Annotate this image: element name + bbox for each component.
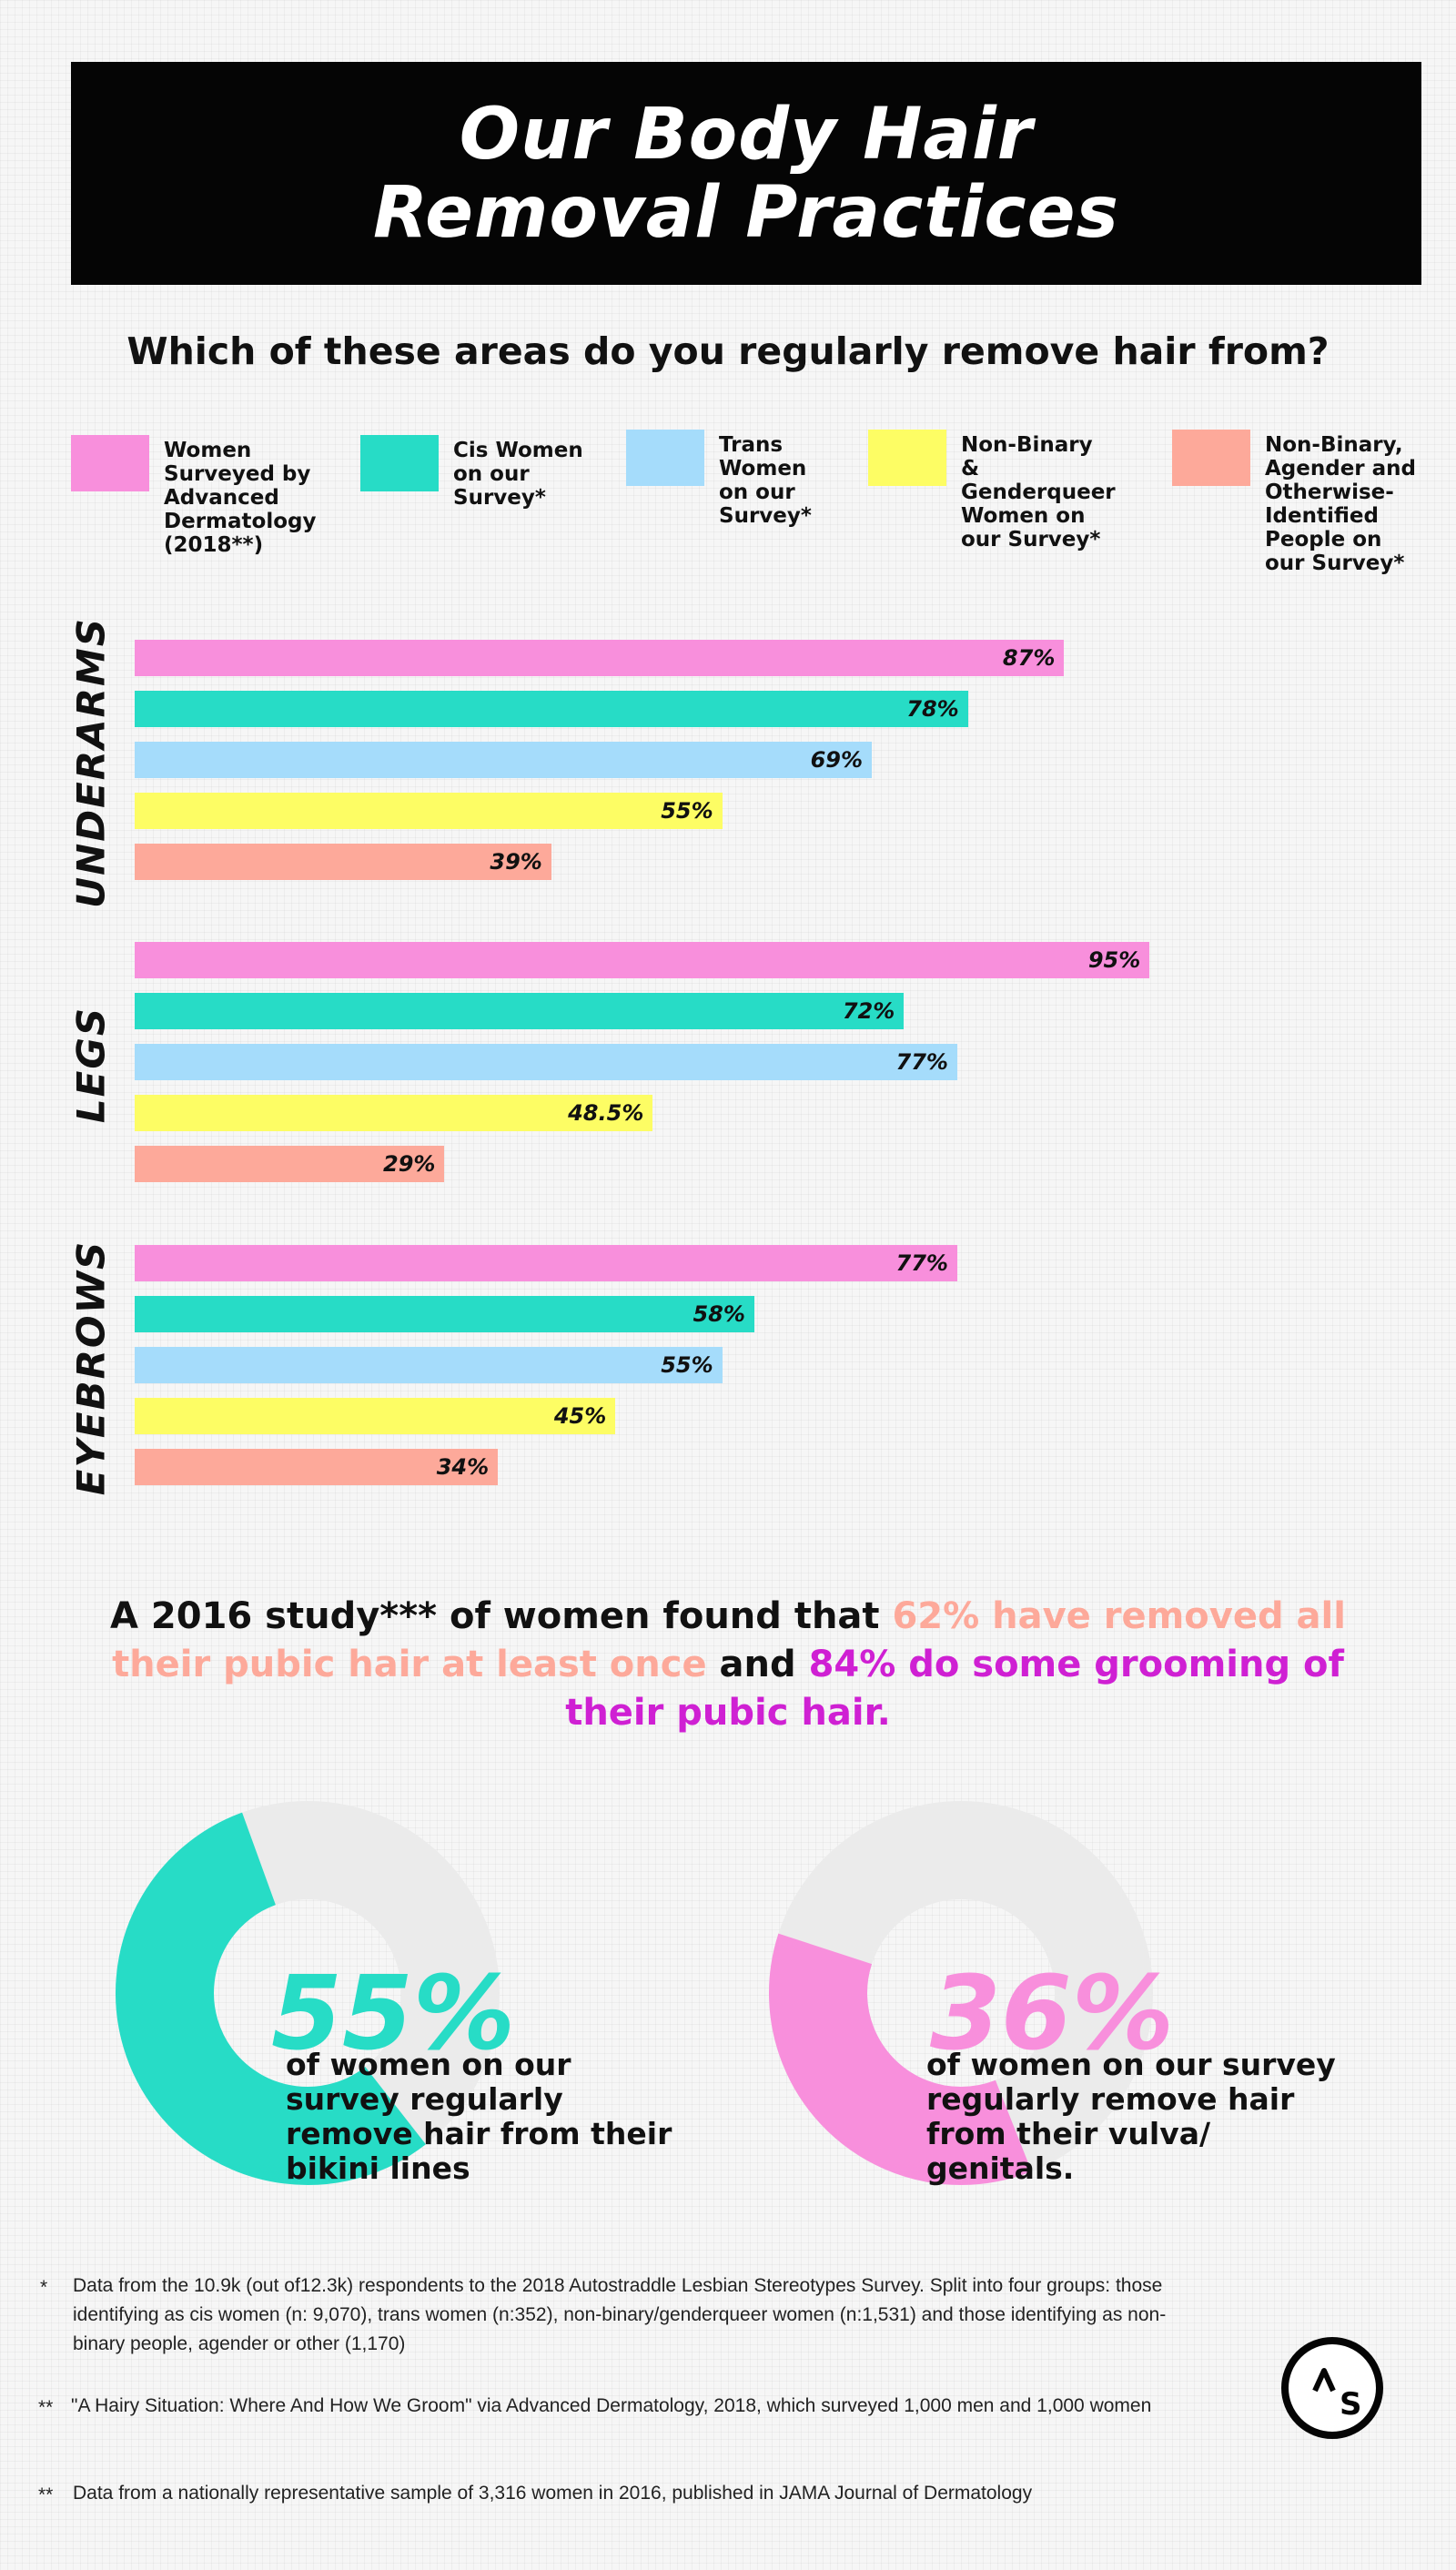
study-text-highlight-grooming: 84% do some grooming of their pubic hair… xyxy=(565,1644,1344,1734)
footnote-mark: * xyxy=(40,2277,48,2298)
chart-question: Which of these areas do you regularly re… xyxy=(126,329,1330,373)
legend-label: Non-Binary & Genderqueer Women on our Su… xyxy=(961,433,1116,551)
legend-item-trans-women: Trans Women on our Survey* xyxy=(626,430,844,528)
bar-value-label: 58% xyxy=(693,1301,745,1327)
legend-swatch-salmon xyxy=(1172,430,1250,486)
legend-swatch-pink xyxy=(71,435,149,491)
study-text-1: A 2016 study*** of women found that xyxy=(110,1595,893,1637)
bar-eyebrows-trans-women xyxy=(135,1347,723,1383)
donut-value-vulva-genitals: 36% xyxy=(930,1955,1175,2073)
legend-item-nonbinary-genderqueer: Non-Binary & Genderqueer Women on our Su… xyxy=(868,430,1123,551)
bar-value-label: 69% xyxy=(810,747,864,773)
footnote-1: Data from the 10.9k (out of12.3k) respon… xyxy=(73,2275,1167,2354)
legend-swatch-blue xyxy=(626,430,704,486)
bar-underarms-cis-women xyxy=(135,691,968,727)
legend-label: Women Surveyed by Advanced Dermatology (… xyxy=(164,439,317,557)
bar-legs-cis-women xyxy=(135,993,905,1029)
bar-value-label: 55% xyxy=(661,798,713,824)
bar-value-label: 87% xyxy=(1002,645,1056,671)
donut-arc xyxy=(116,1801,500,2185)
bar-value-label: 77% xyxy=(895,1049,948,1075)
bar-underarms-nonbinary-genderqueer xyxy=(135,793,723,829)
bar-value-label: 95% xyxy=(1087,947,1141,973)
study-statement: A 2016 study*** of women found that 62% … xyxy=(100,1593,1356,1737)
donut-value-bikini-lines: 55% xyxy=(271,1955,516,2073)
footnote-3: Data from a nationally representative sa… xyxy=(73,2483,1033,2504)
donut-caption-bikini-lines: of women on our survey regularly remove … xyxy=(286,2047,672,2186)
legend-swatch-yellow xyxy=(868,430,946,486)
footnote-2: "A Hairy Situation: Where And How We Gro… xyxy=(71,2395,1152,2416)
legend-item-cis-women: Cis Women on our Survey* xyxy=(360,435,606,510)
bar-legs-nonbinary-genderqueer xyxy=(135,1095,653,1131)
autostraddle-logo: S xyxy=(1281,2337,1383,2439)
legend-swatch-teal xyxy=(360,435,439,491)
bar-eyebrows-nonbinary-genderqueer xyxy=(135,1398,616,1434)
legend-label: Cis Women on our Survey* xyxy=(453,439,583,510)
bar-underarms-nonbinary-agender xyxy=(135,844,551,880)
bar-eyebrows-nonbinary-agender xyxy=(135,1449,499,1485)
bar-value-label: 29% xyxy=(383,1151,436,1177)
bar-value-label: 39% xyxy=(490,849,542,875)
bar-legs-nonbinary-agender xyxy=(135,1146,445,1182)
bar-value-label: 48.5% xyxy=(568,1100,644,1126)
bar-legs-trans-women xyxy=(135,1044,957,1080)
donut-caption-vulva-genitals: of women on our survey regularly remove … xyxy=(926,2047,1336,2186)
footnote-mark: ** xyxy=(38,2397,54,2418)
legend-item-nonbinary-agender: Non-Binary, Agender and Otherwise-Identi… xyxy=(1172,430,1445,575)
legend-label: Trans Women on our Survey* xyxy=(719,433,812,528)
page-title-line-2: Removal Practices xyxy=(372,171,1119,254)
study-text-highlight-removed: 62% have removed all their pubic hair at… xyxy=(112,1595,1346,1685)
logo-letter: S xyxy=(1340,2386,1362,2423)
bar-value-label: 77% xyxy=(895,1250,948,1276)
bar-eyebrows-cis-women xyxy=(135,1296,754,1332)
bar-value-label: 72% xyxy=(842,998,895,1024)
legend-item-advanced-dermatology: Women Surveyed by Advanced Dermatology (… xyxy=(71,435,344,557)
page-title-line-1: Our Body Hair xyxy=(459,93,1034,176)
bar-underarms-trans-women xyxy=(135,742,873,778)
donut-chart-vulva-genitals xyxy=(769,1801,1153,2185)
bar-eyebrows-advanced-dermatology xyxy=(135,1245,957,1281)
header-band: Our Body Hair Removal Practices xyxy=(71,62,1421,285)
bar-underarms-advanced-dermatology xyxy=(135,640,1065,676)
bar-value-label: 45% xyxy=(553,1403,607,1429)
footnote-mark: ** xyxy=(38,2484,54,2505)
bar-legs-advanced-dermatology xyxy=(135,942,1150,978)
bar-chart: 87% 78% 69% 55% 39% 95% 72% 77% 48.5% 29% 77% 58% 55… xyxy=(135,640,1150,1485)
donut-chart-bikini-lines xyxy=(116,1801,500,2185)
bar-value-label: 78% xyxy=(906,696,959,722)
bar-value-label: 34% xyxy=(436,1454,490,1480)
legend-label: Non-Binary, Agender and Otherwise-Identi… xyxy=(1265,433,1417,575)
bar-value-label: 55% xyxy=(661,1352,713,1378)
study-text-3: and xyxy=(706,1644,809,1685)
donut-arc xyxy=(769,1801,1153,2185)
